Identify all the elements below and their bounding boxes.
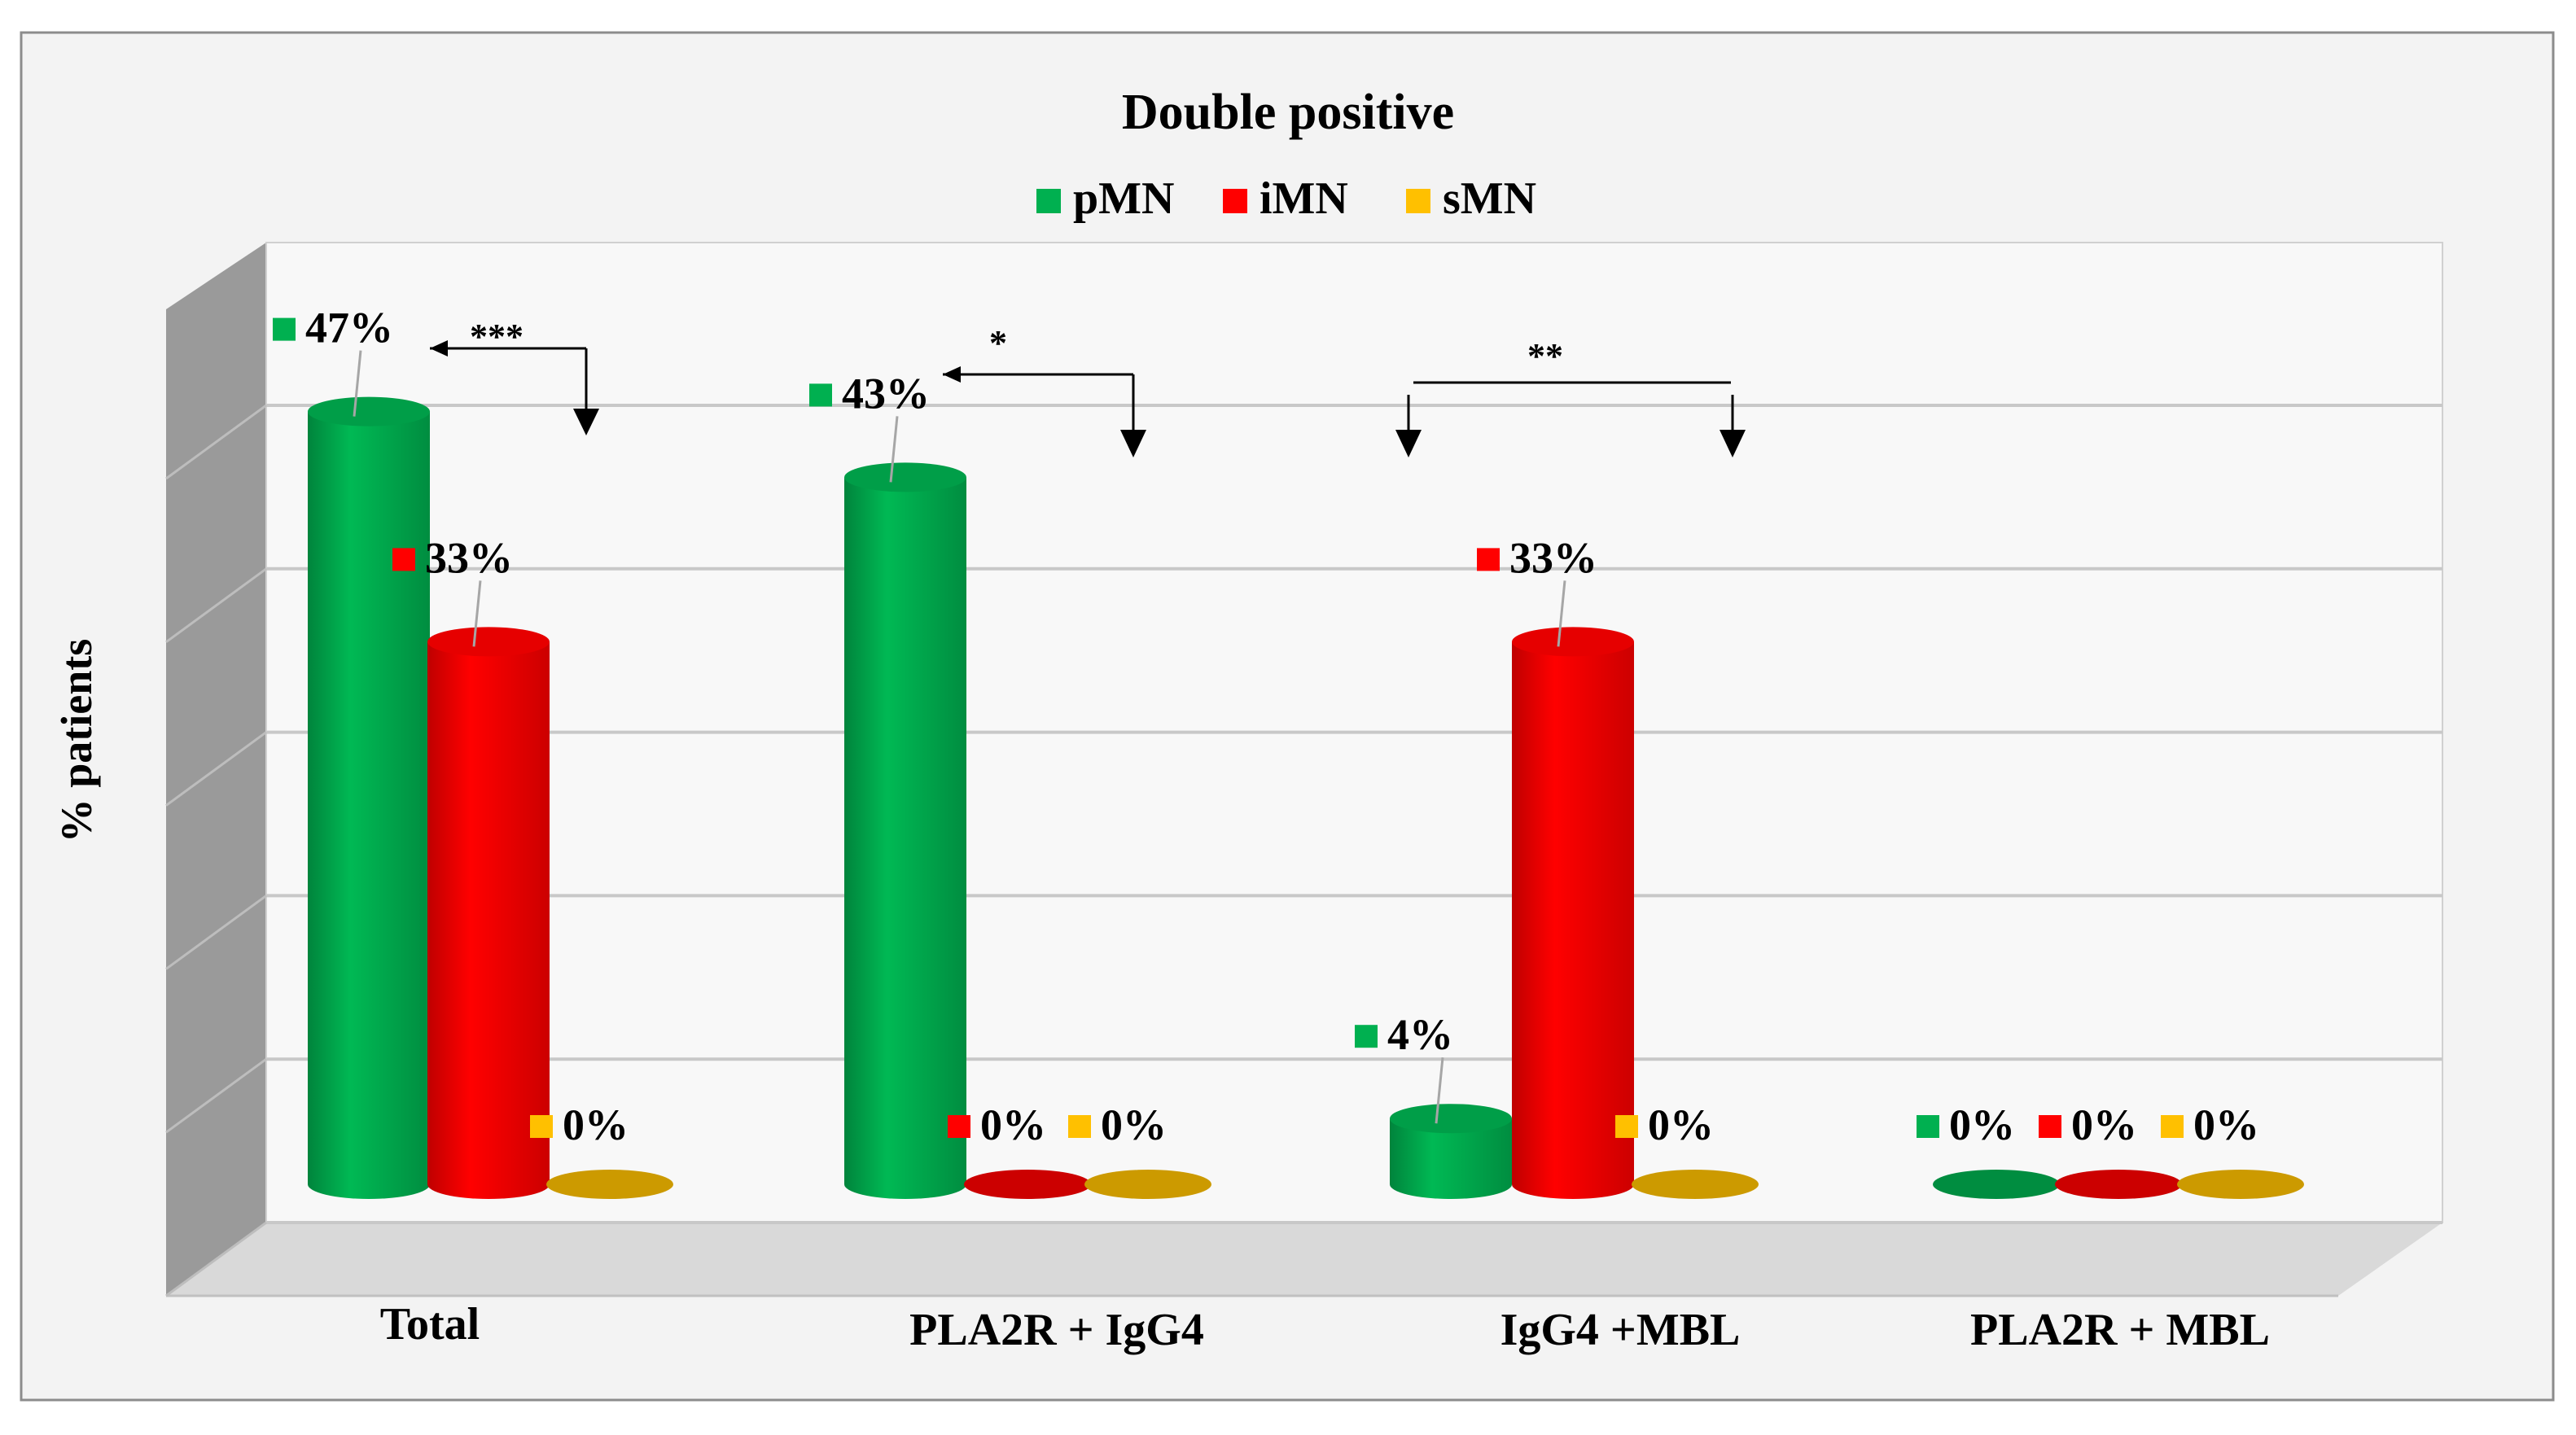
data-label-imn-1: 0% [980, 1100, 1046, 1149]
data-label-pmn-0: 47% [305, 304, 393, 352]
legend-swatch-pmn [1036, 189, 1061, 213]
data-label-pmn-2: 4% [1387, 1010, 1453, 1059]
data-label-marker-smn-0 [530, 1115, 553, 1138]
bar-base-smn-1 [1084, 1170, 1211, 1199]
floor [166, 1223, 2442, 1296]
legend-swatch-smn [1406, 189, 1430, 213]
data-label-marker-smn-3 [2161, 1115, 2184, 1138]
data-label-marker-imn-0 [392, 548, 415, 571]
data-label-marker-imn-1 [948, 1115, 970, 1138]
gridline-side [165, 404, 267, 480]
bar-pmn-1 [844, 477, 966, 1199]
data-label-marker-pmn-0 [273, 317, 296, 341]
legend-swatch-imn [1223, 189, 1247, 213]
y-axis-label: % patients [52, 639, 101, 843]
bar-imn-0 [427, 641, 550, 1199]
bar-base-imn-1 [964, 1170, 1091, 1199]
bar-pmn-2 [1390, 1118, 1512, 1199]
chart-title: Double positive [1122, 85, 1454, 140]
data-label-imn-3: 0% [2071, 1100, 2137, 1149]
x-tick-label-igg4-mbl: IgG4 +MBL [1500, 1305, 1741, 1355]
annotation-pla2r-igg4: * [989, 323, 1007, 363]
x-tick-label-total: Total [380, 1299, 480, 1350]
x-tick-label-pla2r-mbl: PLA2R + MBL [1970, 1305, 2270, 1355]
significance-bracket-pla2r-igg4 [943, 366, 1146, 457]
data-label-pmn-1: 43% [842, 369, 930, 418]
data-label-smn-1: 0% [1101, 1100, 1167, 1149]
significance-bracket-total [430, 340, 599, 435]
data-label-pmn-3: 0% [1949, 1100, 2015, 1149]
data-label-smn-0: 0% [563, 1100, 629, 1149]
data-label-marker-pmn-3 [1917, 1115, 1939, 1138]
bar-base-pmn-3 [1933, 1170, 2060, 1199]
data-label-leader-imn-0 [472, 580, 482, 647]
data-label-leader-imn-2 [1557, 580, 1566, 647]
gridline-side [165, 895, 267, 970]
data-label-marker-pmn-1 [809, 383, 832, 407]
data-label-marker-imn-2 [1477, 548, 1500, 571]
bar-top-imn-2 [1512, 627, 1634, 657]
bar-base-smn-3 [2177, 1170, 2304, 1199]
gridline-side [165, 1221, 267, 1297]
bar-top-pmn-0 [308, 396, 430, 427]
bar-pmn-0 [308, 411, 430, 1200]
bar-base-smn-2 [1632, 1170, 1759, 1199]
significance-bracket-igg4-mbl [1395, 381, 1746, 457]
data-label-leader-pmn-0 [353, 350, 362, 417]
bar-top-pmn-2 [1390, 1104, 1512, 1134]
bar-base-imn-3 [2055, 1170, 2182, 1199]
data-label-imn-0: 33% [425, 533, 513, 582]
legend-label-smn: sMN [1443, 173, 1536, 224]
bar-imn-2 [1512, 641, 1634, 1199]
data-label-marker-smn-1 [1068, 1115, 1091, 1138]
data-label-marker-imn-3 [2039, 1115, 2061, 1138]
data-label-marker-smn-2 [1615, 1115, 1638, 1138]
bar-top-imn-0 [427, 627, 550, 657]
annotation-igg4-mbl: ** [1527, 336, 1563, 376]
data-label-imn-2: 33% [1509, 533, 1597, 582]
x-tick-label-pla2r-igg4: PLA2R + IgG4 [909, 1305, 1204, 1355]
data-label-marker-pmn-2 [1355, 1025, 1378, 1048]
gridline-side [165, 1057, 267, 1134]
gridline-side [165, 567, 267, 644]
data-label-smn-2: 0% [1648, 1100, 1714, 1149]
data-label-smn-3: 0% [2193, 1100, 2259, 1149]
bar-top-pmn-1 [844, 462, 966, 492]
legend-label-imn: iMN [1260, 173, 1348, 224]
data-label-leader-pmn-1 [889, 416, 899, 483]
bar-base-smn-0 [546, 1170, 673, 1199]
gridline-side [165, 731, 267, 807]
legend: pMN iMN sMN [1036, 173, 1536, 224]
legend-label-pmn: pMN [1073, 173, 1174, 224]
annotation-total: *** [470, 317, 524, 357]
data-label-leader-pmn-2 [1435, 1057, 1444, 1124]
